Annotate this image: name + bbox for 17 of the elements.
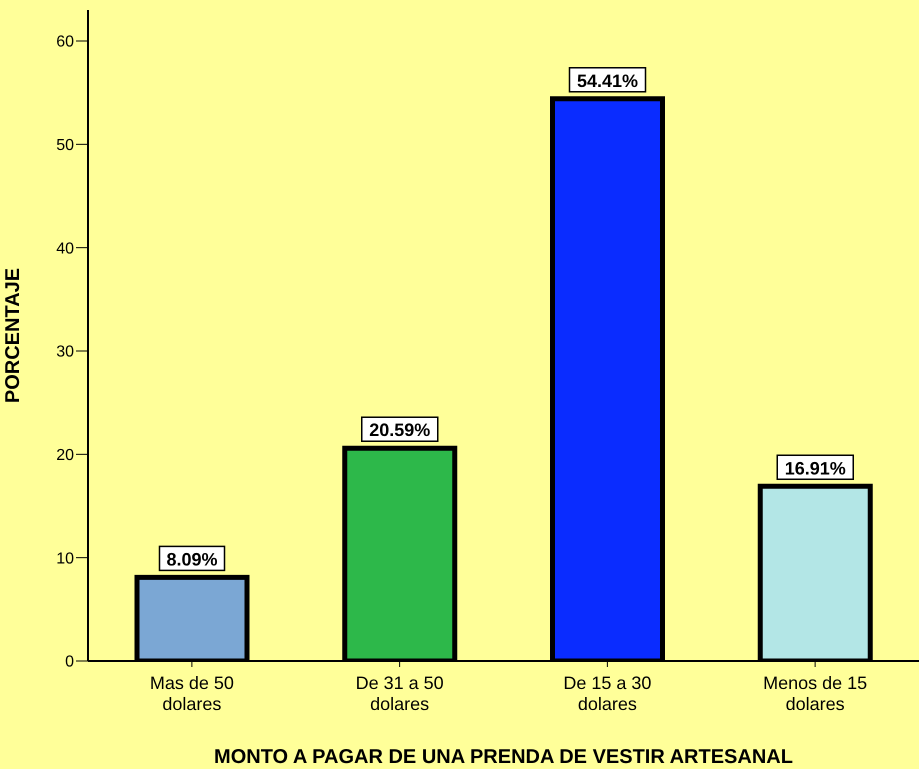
x-tick-label: Mas de 50 dolares	[150, 673, 234, 714]
data-label: 16.91%	[784, 458, 846, 478]
data-label: 8.09%	[166, 549, 218, 570]
x-axis-title: MONTO A PAGAR DE UNA PRENDA DE VESTIR ARTESANAL	[214, 746, 793, 768]
data-label: 20.59%	[369, 420, 430, 440]
y-tick-label: 0	[65, 654, 74, 671]
data-label: 54.41%	[576, 70, 638, 91]
y-tick-label: 60	[56, 34, 74, 51]
y-tick-label: 40	[56, 240, 74, 258]
x-tick-label: De 31 a 50 dolares	[356, 673, 444, 714]
y-tick-label: 20	[56, 447, 74, 464]
y-tick-label: 10	[56, 550, 74, 568]
y-tick-label: 30	[56, 344, 74, 361]
x-tick-label: De 15 a 30 dolares	[563, 673, 652, 714]
x-tick-label: Menos de 15 dolares	[763, 673, 868, 714]
y-axis-title: PORCENTAJE	[2, 268, 24, 404]
y-tick-label: 50	[56, 137, 74, 154]
